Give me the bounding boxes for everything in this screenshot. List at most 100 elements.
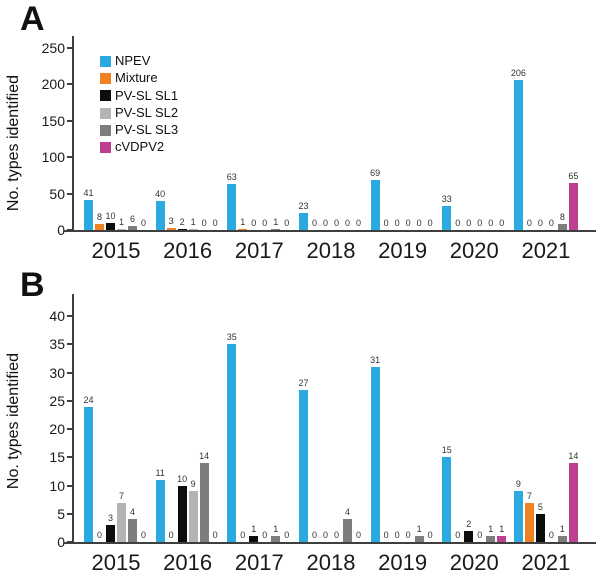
bar-value-label: 6 — [129, 213, 136, 224]
legend-label: NPEV — [115, 53, 151, 68]
bar-npev: 11 — [155, 468, 165, 542]
bar-npev: 35 — [227, 333, 237, 542]
bar-value-label: 0 — [322, 218, 328, 228]
y-axis-line — [72, 36, 74, 230]
tick-mark — [67, 192, 74, 195]
bar-mixture: 3 — [166, 216, 176, 230]
tick-mark — [67, 399, 74, 402]
bar-pv-sl-sl3: 4 — [128, 508, 137, 542]
tick-label: 150 — [41, 112, 65, 129]
legend-swatch-pv-sl-sl3 — [100, 124, 111, 136]
bar-value-label: 0 — [262, 530, 268, 540]
bar-value-label: 9 — [515, 479, 521, 490]
bar-value-label: 63 — [226, 172, 237, 182]
bar-value-label: 15 — [441, 445, 452, 456]
year-label: 2017 — [234, 238, 284, 263]
bar-group: 69 0 0 0 0 0 2019 — [370, 44, 435, 263]
bar-group: 31 0 0 0 1 0 2019 — [370, 302, 435, 575]
bar-value-label: 35 — [226, 332, 237, 343]
tick-label: 25 — [49, 392, 65, 409]
bar-group: 24 0 3 7 4 0 2015 — [83, 302, 148, 575]
bar-value-label: 69 — [370, 167, 381, 178]
bar-value-label: 0 — [405, 530, 411, 540]
bar-group: 27 0 0 0 4 0 2018 — [298, 302, 363, 575]
year-label: 2015 — [91, 238, 141, 263]
tick-mark — [67, 371, 74, 374]
x-axis-line — [64, 541, 596, 544]
bar-npev: 27 — [298, 378, 308, 542]
bar-value-label: 1 — [273, 524, 279, 535]
plot-area: 24 0 3 7 4 0 2015 11 0 10 9 14 0 2016 35 0 1 0 1 0 2017 27 0 0 0… — [64, 294, 596, 575]
bar-value-label: 0 — [383, 218, 389, 228]
tick-label: 0 — [57, 534, 65, 550]
legend-swatch-npev — [100, 55, 111, 67]
bar-value-label: 0 — [311, 218, 317, 228]
bar-value-label: 0 — [333, 218, 339, 228]
bar-value-label: 0 — [140, 218, 147, 228]
bar-value-label: 0 — [488, 218, 494, 228]
bar-pv-sl-sl2: 1 — [117, 218, 126, 230]
bar-value-label: 0 — [477, 530, 483, 540]
bar-pv-sl-sl1: 10 — [105, 211, 116, 230]
tick-label: 5 — [57, 505, 65, 522]
legend-label: PV-SL SL2 — [115, 104, 179, 120]
bar-value-label: 1 — [416, 524, 422, 535]
bar-group: 33 0 0 0 0 0 2020 — [441, 44, 506, 263]
panel-a-plot-column: 41 8 10 1 6 0 2015 40 3 2 1 0 0 2016 63 1 0 0 1 0 2017 23 0 0 0 0… — [64, 36, 596, 268]
bar-value-label: 0 — [466, 218, 472, 228]
bar-value-label: 8 — [559, 212, 565, 223]
bar-value-label: 0 — [394, 530, 400, 540]
bar-pv-sl-sl3: 1 — [414, 525, 424, 542]
bar-value-label: 0 — [140, 530, 147, 540]
bar-pv-sl-sl1: 5 — [535, 502, 545, 542]
bar-value-label: 0 — [499, 218, 505, 228]
year-label: 2018 — [306, 550, 356, 575]
panel-b-plot-column: 24 0 3 7 4 0 2015 11 0 10 9 14 0 2016 35 0 1 0 1 0 2017 27 0 0 0… — [64, 294, 596, 575]
bar-value-label: 1 — [240, 217, 246, 228]
legend-swatch-pv-sl-sl2 — [100, 107, 111, 119]
tick-mark — [67, 83, 74, 86]
bar-value-label: 1 — [488, 524, 494, 535]
bar-value-label: 8 — [96, 212, 103, 223]
bar-value-label: 0 — [477, 218, 483, 228]
bar-value-label: 0 — [355, 530, 361, 540]
panel-b-ylabel-column: No. types identified — [0, 302, 28, 567]
legend-label: PV-SL SL1 — [115, 87, 179, 103]
bar-pv-sl-sl2: 9 — [188, 480, 198, 542]
legend-label: PV-SL SL3 — [115, 122, 179, 138]
bar-value-label: 0 — [548, 530, 554, 540]
tick-label: 250 — [41, 39, 65, 56]
bar-cvdpv2: 65 — [568, 171, 578, 230]
bar-value-label: 2 — [466, 518, 472, 529]
bar-group: 35 0 1 0 1 0 2017 — [227, 302, 291, 575]
bar-group: 206 0 0 0 8 65 2021 — [511, 44, 579, 263]
bar-value-label: 7 — [526, 490, 532, 501]
legend-swatch-cvdpv2 — [100, 142, 111, 154]
y-axis-title: No. types identified — [5, 74, 22, 212]
panel-a-ylabel-column: No. types identified — [0, 44, 28, 268]
bar-value-label: 0 — [344, 218, 350, 228]
bar-npev: 63 — [227, 173, 237, 230]
bar-value-label: 1 — [273, 217, 279, 228]
legend-swatch-mixture — [100, 72, 111, 84]
bar-mixture: 7 — [524, 491, 534, 542]
bar-npev: 9 — [513, 480, 523, 542]
bar-value-label: 0 — [96, 530, 103, 540]
legend-item: PV-SL SL1 — [100, 87, 179, 103]
year-label: 2016 — [163, 550, 213, 575]
tick-mark — [67, 456, 74, 459]
y-axis-title: No. types identified — [5, 353, 22, 490]
year-label: 2016 — [163, 238, 213, 263]
year-label: 2020 — [449, 238, 499, 263]
bar-group: 41 8 10 1 6 0 2015 — [83, 44, 148, 263]
bar-value-label: 33 — [441, 193, 452, 204]
tick-mark — [67, 428, 74, 431]
bar-value-label: 0 — [262, 218, 268, 228]
bar-group: 23 0 0 0 0 0 2018 — [298, 44, 363, 263]
bar-value-label: 0 — [427, 218, 433, 228]
panel-a-label: A — [20, 0, 45, 38]
bar-value-label: 10 — [105, 210, 116, 221]
year-label: 2018 — [306, 238, 356, 263]
tick-label: 50 — [49, 185, 65, 202]
